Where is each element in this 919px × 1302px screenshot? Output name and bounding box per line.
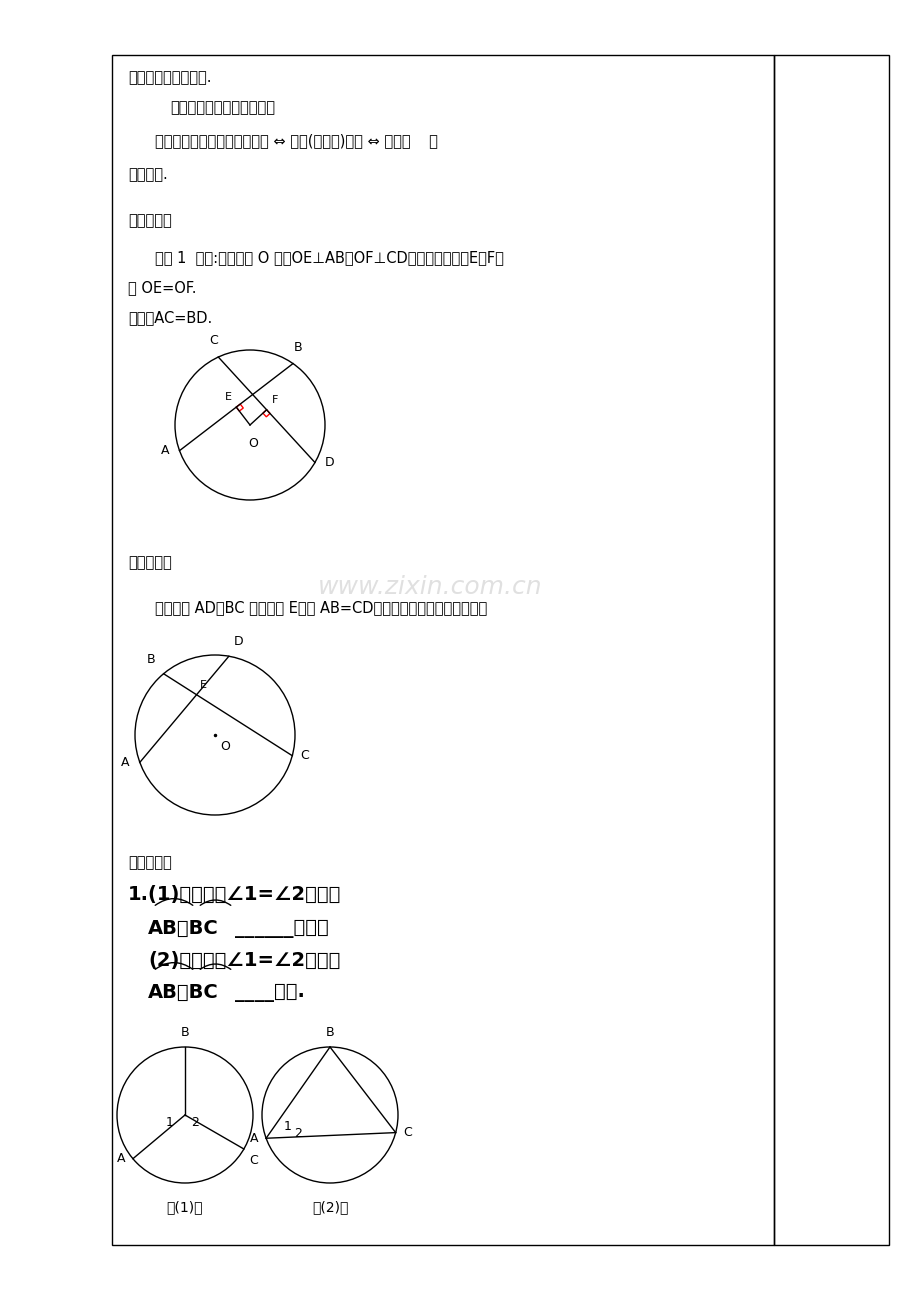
Text: 2: 2 xyxy=(294,1126,301,1139)
Text: C: C xyxy=(300,749,309,762)
Text: 余三组量也分别相等.: 余三组量也分别相等. xyxy=(128,70,211,85)
Text: 心距相等.: 心距相等. xyxy=(128,167,167,182)
Bar xyxy=(773,55,888,1245)
Text: O: O xyxy=(220,740,230,753)
Text: A: A xyxy=(121,756,130,769)
Text: 如图，弦 AD，BC 相交于点 E，由 AB=CD，你可得到哪些有关的结论？: 如图，弦 AD，BC 相交于点 E，由 AB=CD，你可得到哪些有关的结论？ xyxy=(154,600,487,615)
Text: 1: 1 xyxy=(284,1120,291,1133)
Text: F: F xyxy=(271,395,278,405)
Text: D: D xyxy=(233,635,244,648)
Text: (2)如图，若∠1=∠2，那么: (2)如图，若∠1=∠2，那么 xyxy=(148,950,340,970)
Text: 且 OE=OF.: 且 OE=OF. xyxy=(128,280,197,296)
Text: D: D xyxy=(324,456,335,469)
Text: O: O xyxy=(248,437,257,450)
Text: C: C xyxy=(209,335,218,348)
Text: 课内练习一: 课内练习一 xyxy=(128,855,172,870)
Text: AB与BC: AB与BC xyxy=(148,983,219,1003)
Text: 例题 1  已知:如图，在 O 中，OE⊥AB，OF⊥CD，垂足分别是点E、F，: 例题 1 已知:如图，在 O 中，OE⊥AB，OF⊥CD，垂足分别是点E、F， xyxy=(154,250,504,266)
Text: 这个推论可简单表述如下：: 这个推论可简单表述如下： xyxy=(170,100,275,115)
Text: www.zixin.com.cn: www.zixin.com.cn xyxy=(317,575,541,599)
Text: 2: 2 xyxy=(191,1117,199,1130)
Text: C: C xyxy=(249,1154,257,1167)
Text: A: A xyxy=(249,1131,258,1144)
Text: ______相等；: ______相等； xyxy=(234,919,328,937)
Text: 1.(1)如图，若∠1=∠2，那么: 1.(1)如图，若∠1=∠2，那么 xyxy=(128,885,341,904)
Text: B: B xyxy=(325,1026,334,1039)
Text: B: B xyxy=(180,1026,189,1039)
Text: A: A xyxy=(117,1152,125,1165)
Text: 1: 1 xyxy=(166,1117,174,1130)
Bar xyxy=(112,55,773,1245)
Text: 第(1)题: 第(1)题 xyxy=(166,1200,203,1213)
Text: AB与BC: AB与BC xyxy=(148,919,219,937)
Text: E: E xyxy=(224,392,232,402)
Text: B: B xyxy=(147,652,155,665)
Text: B: B xyxy=(293,341,302,354)
Text: A: A xyxy=(161,444,169,457)
Text: 新课探索三: 新课探索三 xyxy=(128,555,172,570)
Text: 新课探索二: 新课探索二 xyxy=(128,214,172,228)
Text: C: C xyxy=(403,1126,412,1139)
Text: 求证：AC=BD.: 求证：AC=BD. xyxy=(128,310,212,326)
Text: 在同圆或等圆中，圆心角相等 ⇔ 劣弧(或优弧)相等 ⇔ 弦相等    弦: 在同圆或等圆中，圆心角相等 ⇔ 劣弧(或优弧)相等 ⇔ 弦相等 弦 xyxy=(154,133,437,148)
Text: ____相等.: ____相等. xyxy=(234,983,304,1003)
Text: 第(2)题: 第(2)题 xyxy=(312,1200,347,1213)
Text: E: E xyxy=(199,680,207,690)
